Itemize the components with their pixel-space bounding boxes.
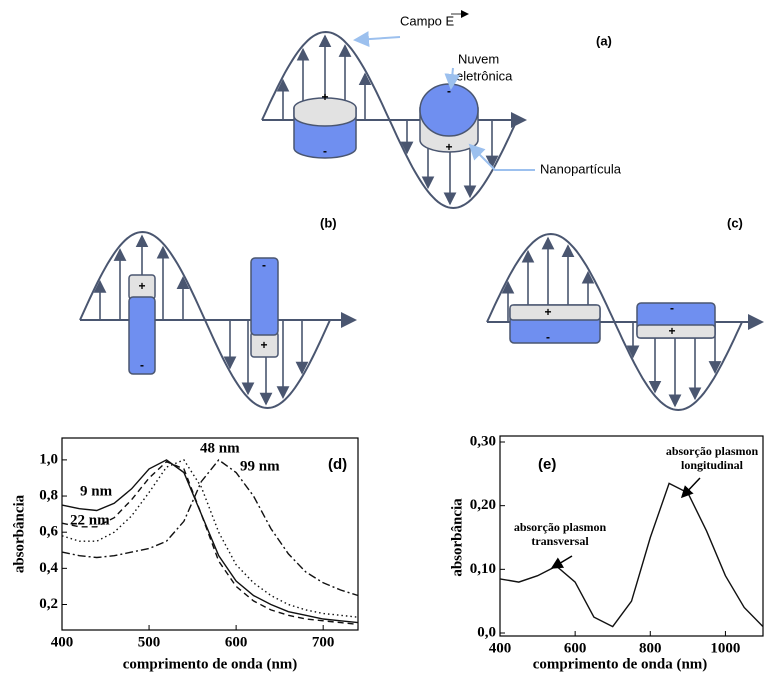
cloud-label: eletrônica — [456, 68, 513, 83]
x-tick-label: 1000 — [710, 640, 740, 656]
charge-sign: - — [140, 358, 144, 372]
charge-sign: + — [138, 279, 145, 293]
x-tick-label: 400 — [489, 640, 512, 656]
x-axis-title: comprimento de onda (nm) — [123, 656, 298, 672]
charge-sign: + — [260, 338, 267, 352]
x-tick-label: 800 — [639, 640, 662, 656]
pointer — [355, 37, 400, 40]
annotation-arrow — [552, 556, 572, 568]
cloud — [637, 325, 715, 338]
series-label: 48 nm — [200, 440, 240, 456]
field-label: Campo E — [400, 13, 455, 28]
y-axis-title: absorbância — [449, 498, 465, 577]
annotation: longitudinal — [681, 458, 744, 472]
charge-sign: - — [323, 144, 327, 158]
charge-sign: - — [262, 258, 266, 272]
x-tick-label: 600 — [225, 634, 248, 650]
charge-sign: - — [670, 301, 674, 315]
panel-label: (b) — [320, 215, 337, 230]
y-tick-label: 0,0 — [477, 624, 496, 640]
panel-label: (c) — [727, 215, 743, 230]
y-tick-label: 0,30 — [470, 433, 496, 449]
x-axis-title: comprimento de onda (nm) — [533, 656, 708, 672]
y-tick-label: 0,8 — [39, 487, 58, 503]
cloud — [510, 305, 600, 320]
y-tick-label: 0,6 — [39, 524, 58, 540]
charge-sign: + — [544, 305, 551, 319]
panel-label: (a) — [596, 33, 612, 48]
charge-sign: + — [321, 90, 328, 104]
y-axis-title: absorbância — [11, 494, 27, 573]
cloud-label: Nuvem — [458, 51, 499, 66]
y-tick-label: 1,0 — [39, 451, 58, 467]
particle-label: Nanopartícula — [540, 161, 622, 176]
panel-label: (e) — [538, 456, 556, 473]
series-label: 99 nm — [240, 458, 280, 474]
y-tick-label: 0,20 — [470, 497, 496, 513]
x-tick-label: 700 — [312, 634, 335, 650]
y-tick-label: 0,2 — [39, 596, 58, 612]
annotation: absorção plasmon — [666, 444, 759, 458]
series-label: 9 nm — [80, 483, 113, 499]
diagrams: +--++--++--+ — [80, 32, 762, 410]
charge-sign: + — [445, 140, 452, 154]
charts: 400 500 600 700 0,2 0,4 0,6 0,8 1,0 comprimento d… — [11, 433, 763, 672]
annotation-arrow — [682, 478, 700, 497]
series-line — [500, 483, 763, 626]
annotation: absorção plasmon — [514, 520, 607, 534]
figure: +--++--++--+ Campo E (a) Nuvem eletrônic… — [0, 0, 765, 677]
x-tick-label: 400 — [51, 634, 74, 650]
y-tick-label: 0,10 — [470, 561, 496, 577]
annotation: transversal — [531, 534, 589, 548]
series-label: 22 nm — [70, 512, 110, 528]
x-tick-label: 600 — [564, 640, 587, 656]
panel-label: (d) — [328, 456, 347, 473]
charge-sign: - — [546, 330, 550, 344]
y-tick-label: 0,4 — [39, 560, 58, 576]
charge-sign: + — [668, 324, 675, 338]
cloud-side — [294, 108, 356, 126]
x-tick-label: 500 — [138, 634, 161, 650]
